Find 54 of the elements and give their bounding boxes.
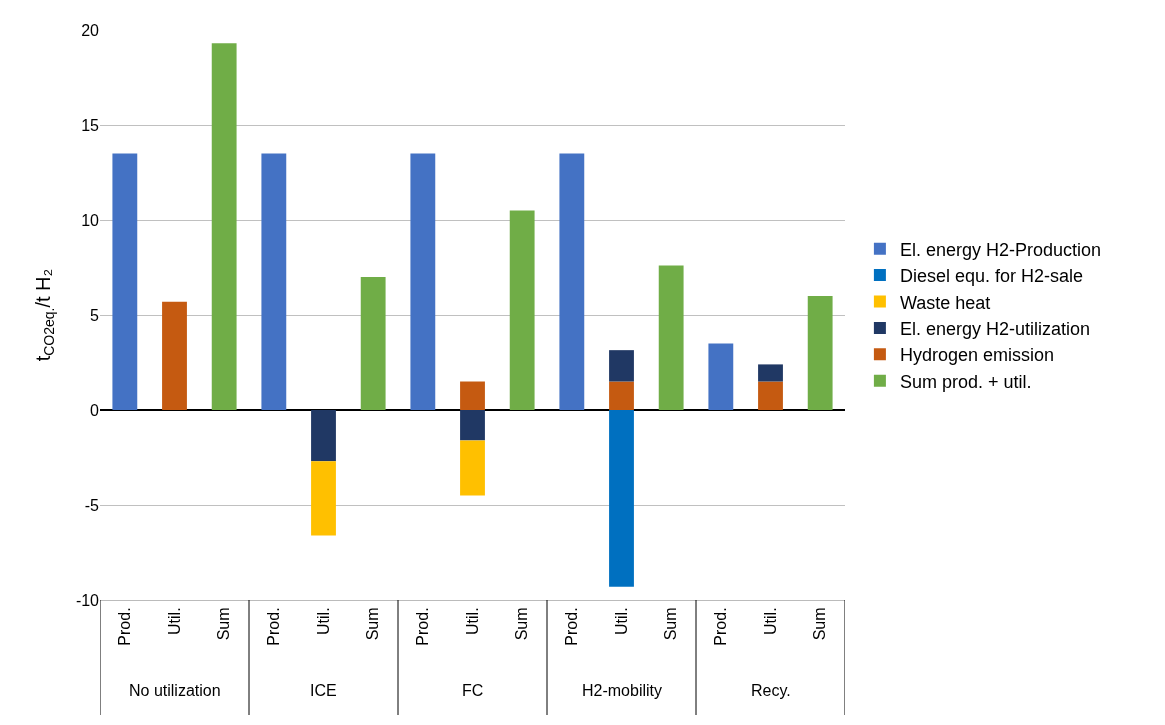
text: Recy. <box>751 682 791 699</box>
x-tick-label: Sum <box>215 607 233 641</box>
bar <box>708 343 734 410</box>
bar <box>112 153 138 410</box>
bar <box>609 350 634 382</box>
bar <box>311 410 336 462</box>
y-tick-label: -10 <box>75 591 100 609</box>
y-tick-label: 5 <box>90 306 100 324</box>
bar <box>758 381 783 410</box>
text: ICE <box>310 682 337 699</box>
bar <box>410 153 436 410</box>
bar <box>807 296 833 410</box>
bar <box>559 153 585 410</box>
bar <box>658 265 684 410</box>
bar <box>162 301 187 410</box>
y-tick-label: 0 <box>90 401 100 419</box>
bar <box>758 364 783 382</box>
x-tick-label: Util. <box>463 607 481 635</box>
bar <box>360 277 386 410</box>
bar <box>311 461 336 536</box>
x-tick-label: Util. <box>761 607 779 635</box>
bar <box>211 43 237 410</box>
text: FC <box>462 682 484 699</box>
bar <box>460 410 485 441</box>
legend-label: Diesel equ. for H2-sale <box>899 266 1083 287</box>
x-tick-label: Prod. <box>116 607 134 646</box>
legend-label: El. energy H2-Production <box>899 239 1102 260</box>
y-tick-label: 15 <box>81 116 100 134</box>
y-tick-label: 20 <box>81 21 100 39</box>
legend-label: Hydrogen emission <box>899 345 1054 366</box>
x-tick-label: Util. <box>165 607 183 635</box>
bar <box>460 440 485 496</box>
legend-label: Sum prod. + util. <box>899 371 1032 392</box>
x-tick-label: Sum <box>811 607 829 641</box>
x-tick-label: Prod. <box>265 607 283 646</box>
x-tick-label: Sum <box>513 607 531 641</box>
bar <box>609 381 634 410</box>
bar <box>460 381 485 410</box>
y-tick-label: -5 <box>84 496 100 514</box>
legend-label: El. energy H2-utilization <box>899 318 1090 339</box>
x-tick-label: Util. <box>314 607 332 635</box>
x-tick-label: Sum <box>364 607 382 641</box>
x-tick-label: Prod. <box>414 607 432 646</box>
x-tick-label: Util. <box>612 607 630 635</box>
bar <box>509 210 535 410</box>
text: No utilization <box>129 682 221 699</box>
text: H2-mobility <box>582 682 663 699</box>
x-tick-label: Sum <box>662 607 680 641</box>
x-tick-label: Prod. <box>712 607 730 646</box>
legend-label: Waste heat <box>899 292 991 313</box>
bar <box>609 410 634 587</box>
bar <box>261 153 287 410</box>
y-tick-label: 10 <box>81 211 100 229</box>
x-tick-label: Prod. <box>563 607 581 646</box>
